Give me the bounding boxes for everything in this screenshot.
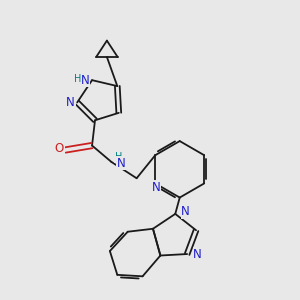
Text: H: H bbox=[115, 152, 122, 162]
Text: N: N bbox=[181, 205, 190, 218]
Text: N: N bbox=[81, 74, 90, 87]
Text: O: O bbox=[55, 142, 64, 155]
Text: N: N bbox=[152, 181, 160, 194]
Text: N: N bbox=[66, 96, 75, 109]
Text: N: N bbox=[117, 157, 125, 170]
Text: H: H bbox=[74, 74, 82, 84]
Text: N: N bbox=[193, 248, 202, 260]
